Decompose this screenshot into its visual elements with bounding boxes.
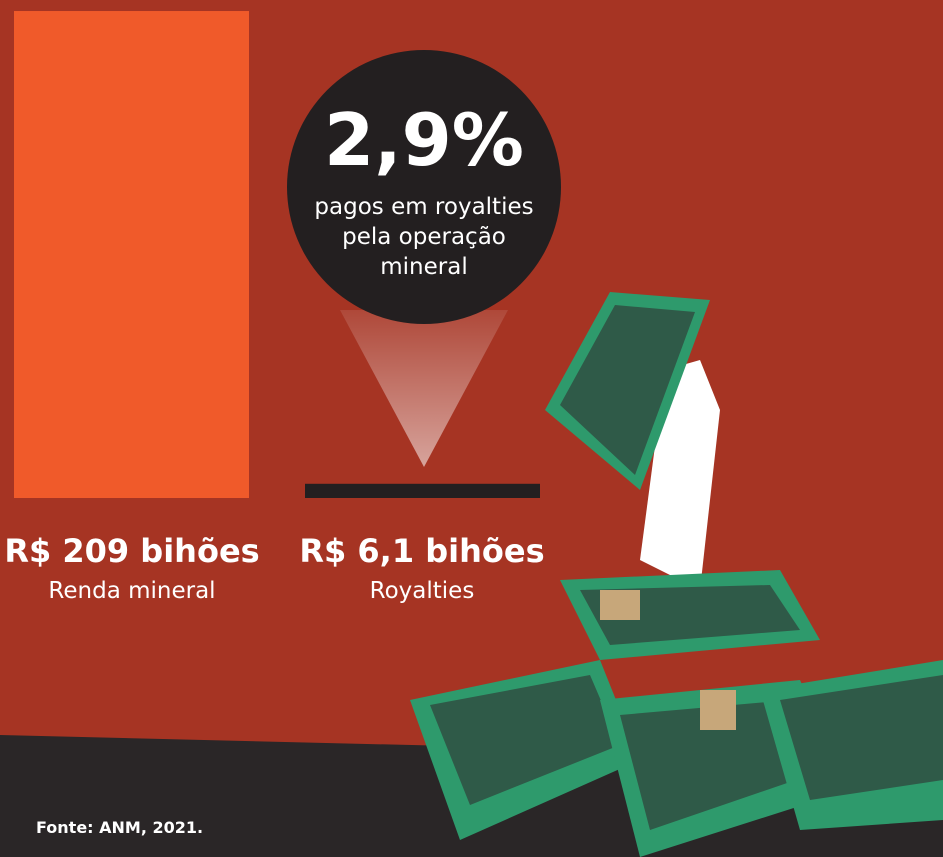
bar — [14, 11, 249, 498]
annotation-text: pagos em royalties pela operação mineral — [314, 192, 534, 282]
money-illustration — [410, 292, 943, 857]
callout-beam — [340, 310, 508, 467]
category-label: Renda mineral — [0, 578, 282, 604]
callout-circle — [287, 50, 561, 324]
category-label: Royalties — [272, 578, 572, 604]
bar — [305, 484, 540, 498]
value-label: R$ 209 bihões — [0, 532, 282, 570]
infographic: R$ 209 bihões Renda mineral R$ 6,1 bihõe… — [0, 0, 943, 857]
annotation-value: 2,9% — [304, 100, 544, 180]
value-label: R$ 6,1 bihões — [272, 532, 572, 570]
source: Fonte: ANM, 2021. — [36, 818, 203, 837]
